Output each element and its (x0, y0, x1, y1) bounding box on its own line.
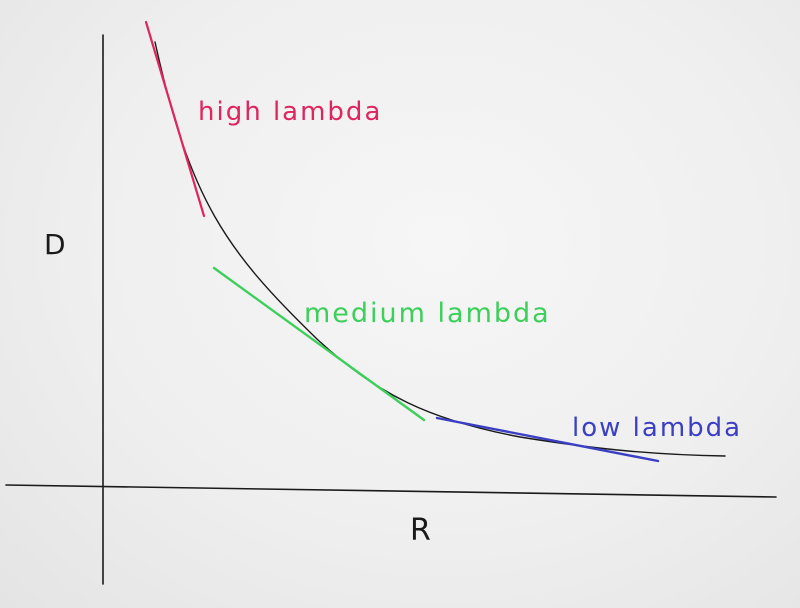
medium-lambda-tangent (212, 266, 426, 422)
low-lambda-tangent (435, 416, 660, 463)
high-lambda-tangent (144, 20, 206, 218)
medium-lambda-label: medium lambda (304, 298, 551, 329)
x-axis (5, 484, 777, 498)
low-lambda-label: low lambda (572, 413, 742, 443)
x-axis-label: R (410, 513, 433, 548)
high-lambda-label: high lambda (198, 97, 382, 127)
y-axis-label: D (44, 228, 68, 261)
